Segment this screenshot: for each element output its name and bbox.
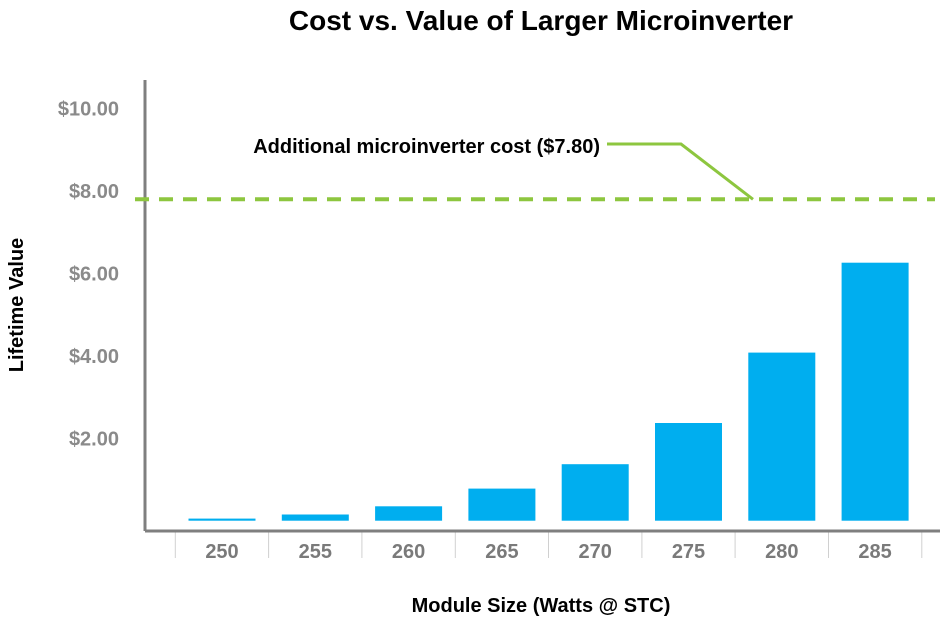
x-tick-label: 275: [672, 541, 705, 563]
x-tick-label: 280: [765, 541, 798, 563]
y-tick-label: $8.00: [69, 181, 119, 203]
y-tick-label: $2.00: [69, 428, 119, 450]
bar-265: [468, 488, 536, 521]
x-tick-label: 265: [485, 541, 518, 563]
x-tick-label: 285: [858, 541, 891, 563]
annotation-label: Additional microinverter cost ($7.80): [253, 136, 600, 158]
bar-260: [375, 506, 443, 521]
x-tick-labels: 250 255 260 265 270 275 280 285: [174, 531, 923, 563]
x-tick-label: 255: [299, 541, 332, 563]
x-tick-label: 260: [392, 541, 425, 563]
bar-285: [841, 262, 909, 521]
bar-270: [561, 464, 629, 521]
bar-275: [655, 423, 722, 521]
x-axis-title: Module Size (Watts @ STC): [412, 595, 671, 617]
x-tick-label: 250: [205, 541, 238, 563]
y-tick-label: $4.00: [69, 346, 119, 368]
annotation-leader-line: [607, 142, 754, 201]
bar-250: [188, 518, 256, 521]
bars-group: [188, 262, 909, 521]
chart-title: Cost vs. Value of Larger Microinverter: [289, 5, 793, 36]
y-tick-labels: $2.00 $4.00 $6.00 $8.00 $10.00: [58, 99, 119, 451]
y-axis-title: Lifetime Value: [6, 238, 28, 373]
y-tick-label: $10.00: [58, 99, 119, 121]
y-tick-label: $6.00: [69, 263, 119, 285]
bar-280: [748, 352, 816, 521]
bar-255: [281, 514, 349, 521]
x-tick-label: 270: [579, 541, 612, 563]
